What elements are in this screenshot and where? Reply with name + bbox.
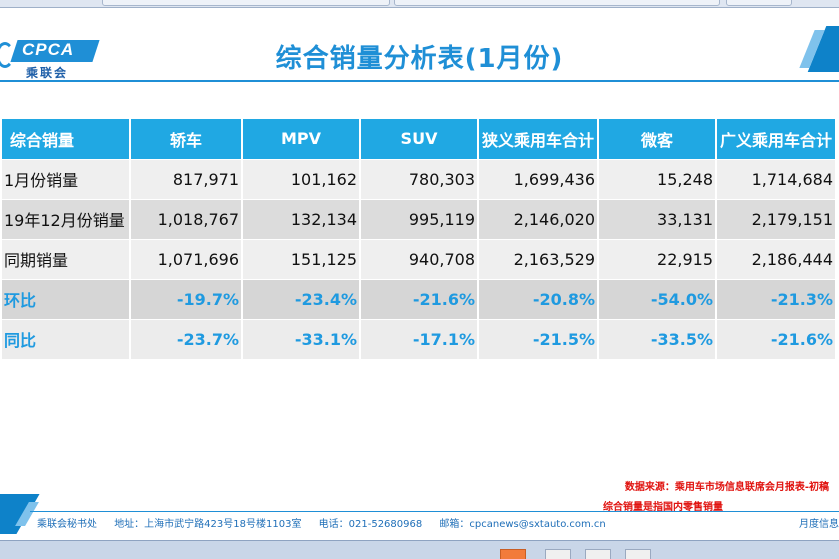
title-divider — [0, 80, 839, 82]
taskbar-thumbnail[interactable] — [545, 549, 571, 559]
table-cell: -21.6% — [360, 279, 479, 320]
table-cell: -33.1% — [242, 319, 361, 360]
table-cell: -21.3% — [716, 279, 837, 320]
table-row: 19年12月份销量 1,018,767 132,134 995,119 2,14… — [2, 199, 837, 240]
table-cell: -17.1% — [360, 319, 479, 360]
table-cell: 995,119 — [360, 199, 479, 240]
table-cell: 151,125 — [242, 239, 361, 280]
table-cell: 1,071,696 — [130, 239, 243, 280]
row-label: 同比 — [2, 319, 131, 360]
column-header: 广义乘用车合计 — [716, 119, 837, 160]
sales-table: 综合销量 轿车 MPV SUV 狭义乘用车合计 微客 广义乘用车合计 1月份销量… — [2, 119, 837, 360]
table-cell: 2,146,020 — [478, 199, 599, 240]
table-cell: -54.0% — [598, 279, 717, 320]
footer-right-label: 月度信息 — [799, 519, 839, 530]
toolbar-segment[interactable] — [726, 0, 792, 6]
column-header: 微客 — [598, 119, 717, 160]
table-cell: -19.7% — [130, 279, 243, 320]
slide-title: 综合销量分析表(1月份) — [275, 44, 564, 74]
slide: CPCA 乘联会 综合销量分析表(1月份) 综合销量 轿车 MPV SUV 狭义… — [0, 8, 839, 540]
taskbar-thumbnail[interactable] — [625, 549, 651, 559]
table-cell: -23.4% — [242, 279, 361, 320]
definition-note: 综合销量是指国内零售销量 — [603, 502, 723, 513]
decorative-stripe — [0, 494, 40, 534]
cpca-logo: CPCA 乘联会 — [0, 30, 100, 82]
table-cell: 132,134 — [242, 199, 361, 240]
logo-swoosh-icon — [0, 42, 14, 68]
table-cell: -21.6% — [716, 319, 837, 360]
table-cell: 2,179,151 — [716, 199, 837, 240]
table-cell: 101,162 — [242, 159, 361, 200]
row-label: 1月份销量 — [2, 159, 131, 200]
toolbar-segment[interactable] — [102, 0, 390, 6]
table-cell: -33.5% — [598, 319, 717, 360]
window-bottom-bar — [0, 540, 839, 559]
window-top-bar — [0, 0, 839, 8]
footer-address: 地址：上海市武宁路423号18号楼1103室 — [114, 519, 302, 530]
column-header: 狭义乘用车合计 — [478, 119, 599, 160]
logo-cn-text: 乘联会 — [26, 66, 69, 80]
logo-brand-text: CPCA — [22, 40, 75, 59]
table-cell: 780,303 — [360, 159, 479, 200]
table-cell: 33,131 — [598, 199, 717, 240]
table-cell: 15,248 — [598, 159, 717, 200]
table-cell: 1,699,436 — [478, 159, 599, 200]
table-row: 环比 -19.7% -23.4% -21.6% -20.8% -54.0% -2… — [2, 279, 837, 320]
footer-divider — [30, 511, 839, 512]
table-row: 1月份销量 817,971 101,162 780,303 1,699,436 … — [2, 159, 837, 200]
table-cell: -23.7% — [130, 319, 243, 360]
row-label: 19年12月份销量 — [2, 199, 131, 240]
table-cell: 2,186,444 — [716, 239, 837, 280]
taskbar-thumbnail[interactable] — [500, 549, 526, 559]
row-label: 环比 — [2, 279, 131, 320]
footer-phone: 电话：021-52680968 — [318, 519, 423, 530]
footer-info: 乘联会秘书处 地址：上海市武宁路423号18号楼1103室 电话：021-526… — [37, 515, 620, 530]
data-source-note: 数据来源：乘用车市场信息联席会月报表-初稿 — [624, 482, 829, 493]
table-cell: -20.8% — [478, 279, 599, 320]
table-cell: 2,163,529 — [478, 239, 599, 280]
column-header: 轿车 — [130, 119, 243, 160]
table-cell: 1,714,684 — [716, 159, 837, 200]
row-label: 同期销量 — [2, 239, 131, 280]
table-cell: 940,708 — [360, 239, 479, 280]
table-cell: -21.5% — [478, 319, 599, 360]
table-header-row: 综合销量 轿车 MPV SUV 狭义乘用车合计 微客 广义乘用车合计 — [2, 119, 837, 160]
footer-org: 乘联会秘书处 — [37, 519, 97, 530]
table-cell: 1,018,767 — [130, 199, 243, 240]
column-header: 综合销量 — [2, 119, 131, 160]
footer-email: 邮箱：cpcanews@sxtauto.com.cn — [439, 519, 606, 530]
toolbar-segment[interactable] — [394, 0, 720, 6]
taskbar-thumbnail[interactable] — [585, 549, 611, 559]
table-cell: 817,971 — [130, 159, 243, 200]
table-row: 同期销量 1,071,696 151,125 940,708 2,163,529… — [2, 239, 837, 280]
table-cell: 22,915 — [598, 239, 717, 280]
column-header: SUV — [360, 119, 479, 160]
column-header: MPV — [242, 119, 361, 160]
table-row: 同比 -23.7% -33.1% -17.1% -21.5% -33.5% -2… — [2, 319, 837, 360]
